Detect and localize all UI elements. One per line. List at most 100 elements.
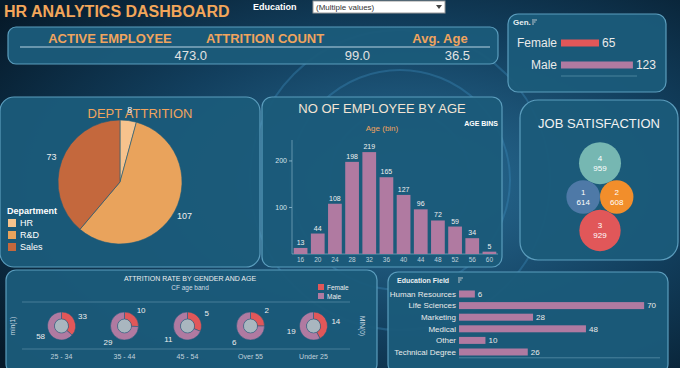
data-label: 19 (287, 327, 296, 336)
legend-label: Male (327, 293, 341, 300)
bar (561, 62, 633, 69)
y-axis-title: min(1) (9, 317, 17, 335)
chart-title: ATTRITION RATE BY GENDER AND AGE (124, 275, 257, 282)
x-axis (459, 357, 660, 358)
pie-slice (58, 120, 120, 229)
panel (508, 14, 666, 92)
x-tick-label: 60 (486, 256, 494, 263)
category-label: Medical (428, 325, 456, 334)
category-label: Technical Degree (394, 348, 456, 357)
category-label: Marketing (421, 313, 456, 322)
bar (362, 152, 376, 254)
bar (483, 252, 497, 254)
sort-icon (458, 280, 462, 281)
kpi-value: 36.5 (445, 48, 470, 63)
x-tick-label: 28 (348, 256, 356, 263)
data-label: 48 (589, 325, 598, 334)
data-label: 8 (127, 105, 132, 115)
bar (397, 195, 411, 254)
bar (311, 234, 325, 254)
data-label: 14 (331, 317, 340, 326)
donut-slice (237, 312, 265, 340)
filter-dropdown[interactable] (313, 1, 445, 13)
x-tick-label: 32 (366, 256, 374, 263)
data-label: 107 (177, 211, 192, 221)
data-label: 219 (363, 143, 375, 150)
bar (328, 204, 342, 254)
bubble-label: 4 (598, 154, 603, 163)
donut-slice (111, 312, 139, 340)
legend-swatch (8, 243, 16, 251)
y-tick-label: 100 (275, 204, 287, 211)
bar (465, 238, 479, 254)
panel (262, 97, 502, 267)
kpi-label: ACTIVE EMPLOYEE (48, 31, 172, 46)
dashboard: HR ANALYTICS DASHBOARDEducation(Multiple… (0, 0, 680, 368)
data-label: 28 (536, 313, 545, 322)
x-tick-label: 45 - 54 (177, 353, 199, 360)
kpi-value: 473.0 (174, 48, 207, 63)
bar (459, 337, 485, 344)
panel (520, 100, 678, 260)
x-tick-label: Under 25 (299, 353, 328, 360)
y-tick (289, 160, 292, 161)
legend-label: R&D (20, 230, 40, 240)
x-tick-label: Over 55 (238, 353, 263, 360)
donut-slice (300, 312, 320, 340)
x-tick-label: 56 (469, 256, 477, 263)
data-label: 608 (610, 198, 624, 207)
data-label: 58 (36, 332, 45, 341)
data-label: 96 (417, 200, 425, 207)
sort-icon (458, 278, 463, 279)
legend-label: Female (327, 284, 349, 291)
bubble-label: 2 (614, 188, 619, 197)
sort-icon (532, 20, 537, 21)
kpi-rule (20, 47, 490, 48)
x-tick-label: 48 (434, 256, 442, 263)
kpi-label: Avg. Age (412, 31, 467, 46)
data-label: 72 (434, 211, 442, 218)
panel (6, 270, 377, 368)
donut-slice (62, 312, 76, 335)
category-label: Human Resources (390, 290, 456, 299)
data-label: 44 (314, 225, 322, 232)
donut-slice (188, 312, 202, 331)
frame-line (22, 349, 350, 350)
x-tick-label: 16 (297, 256, 305, 263)
y-tick-label: 200 (275, 157, 287, 164)
data-label: 6 (232, 338, 237, 347)
chart-title: JOB SATISFACTION (538, 116, 660, 131)
bubble-label: 3 (598, 221, 603, 230)
data-label: 127 (398, 186, 410, 193)
data-label: 929 (593, 231, 607, 240)
chart-title: DEPT ATTRITION (88, 106, 193, 121)
category-label: Male (531, 58, 557, 72)
data-label: 11 (164, 335, 173, 344)
bar (561, 40, 599, 47)
data-label: 29 (103, 338, 112, 347)
data-label: 6 (478, 290, 483, 299)
filter-value: (Multiple values) (316, 3, 375, 12)
x-tick-label: 24 (331, 256, 339, 263)
data-label: 33 (78, 312, 87, 321)
bar (459, 302, 644, 309)
data-label: 165 (381, 168, 393, 175)
bar (380, 177, 394, 254)
data-label: 26 (531, 348, 540, 357)
data-label: 13 (297, 239, 305, 246)
legend-title: Department (7, 206, 57, 216)
bar (459, 314, 533, 321)
data-label: 959 (593, 164, 607, 173)
legend-swatch (318, 284, 324, 290)
bar (294, 248, 308, 254)
legend-label: Sales (20, 242, 43, 252)
data-label: 108 (329, 195, 341, 202)
data-label: 70 (647, 301, 656, 310)
chart-title: NO OF EMPLOYEE BY AGE (298, 101, 466, 116)
bar (414, 209, 428, 254)
data-label: 10 (137, 306, 146, 315)
donut-slice (174, 312, 201, 340)
y2-axis-title: MIN(0) (358, 316, 366, 336)
x-tick-label: 36 (383, 256, 391, 263)
annotation: AGE BINS (464, 120, 498, 127)
